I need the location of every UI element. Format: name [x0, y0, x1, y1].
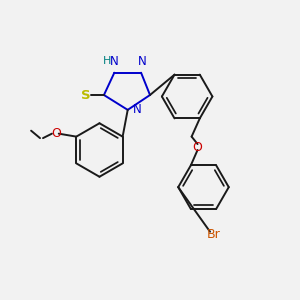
- Text: N: N: [133, 103, 142, 116]
- Text: O: O: [193, 140, 202, 154]
- Text: S: S: [81, 88, 91, 101]
- Text: O: O: [51, 127, 61, 140]
- Text: N: N: [110, 55, 119, 68]
- Text: N: N: [138, 55, 147, 68]
- Text: H: H: [103, 56, 111, 66]
- Text: Br: Br: [206, 228, 220, 241]
